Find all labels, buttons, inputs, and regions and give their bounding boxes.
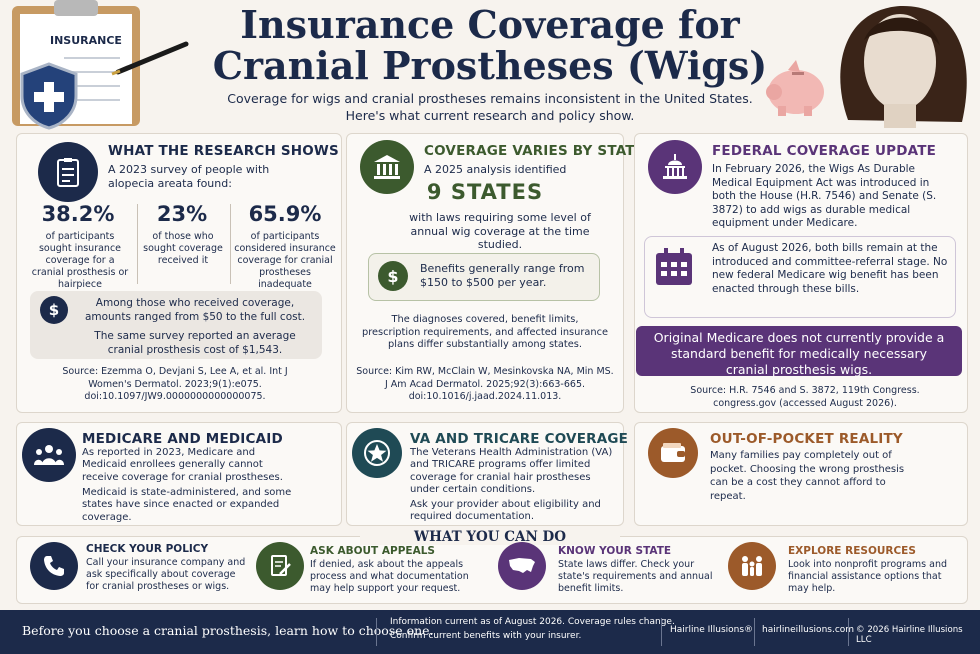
action-text-resources: Look into nonprofit programs and financi… (788, 559, 948, 594)
state-title: COVERAGE VARIES BY STATE (424, 143, 645, 159)
medicare-notice-banner: Original Medicare does not currently pro… (636, 326, 962, 377)
footer-notice-1: Information current as of August 2026. C… (390, 617, 675, 627)
stat-desc-1: of participants sought insurance coverag… (31, 231, 129, 290)
action-title-know-state: KNOW YOUR STATE (558, 545, 672, 557)
average-cost-text: The same survey reported an average cran… (94, 330, 296, 356)
subtitle-line-2: Here's what current research and policy … (345, 108, 635, 123)
stat-divider (137, 204, 138, 284)
medicare-title: MEDICARE AND MEDICAID (82, 431, 283, 447)
stat-desc-2: of those who sought coverage received it (143, 231, 223, 266)
dollar-icon: $ (378, 261, 408, 291)
action-text-know-state: State laws differ. Check your state's re… (558, 559, 713, 594)
us-map-icon (498, 542, 546, 590)
footer-divider (376, 618, 377, 646)
stat-value-3: 65.9% (248, 202, 322, 226)
clipboard-checklist-icon (38, 142, 98, 202)
dollar-icon: $ (40, 296, 68, 324)
title-line-1: Insurance Coverage for (240, 2, 740, 47)
va-text-1: The Veterans Health Administration (VA) … (410, 447, 613, 495)
star-badge-icon (352, 428, 402, 478)
bill-status-box (644, 236, 956, 318)
page-subtitle: Coverage for wigs and cranial prostheses… (200, 90, 780, 124)
stat-divider (230, 204, 231, 284)
action-title-appeals: ASK ABOUT APPEALS (310, 545, 435, 557)
stat-value-1: 38.2% (41, 202, 115, 226)
subtitle-line-1: Coverage for wigs and cranial prostheses… (227, 91, 753, 106)
footer-divider (848, 618, 849, 646)
action-text-check-policy: Call your insurance company and ask spec… (86, 557, 246, 592)
capitol-building-icon (648, 140, 702, 194)
footer-divider (754, 618, 755, 646)
piggy-bank-icon (762, 58, 830, 118)
footer-bar (0, 610, 980, 654)
state-after-text: with laws requiring some level of annual… (409, 211, 591, 251)
va-title: VA AND TRICARE COVERAGE (410, 431, 629, 447)
action-title-check-policy: CHECK YOUR POLICY (86, 543, 209, 555)
state-source: Source: Kim RW, McClain W, Mesinkovska N… (356, 366, 614, 402)
family-icon (728, 542, 776, 590)
page-title: Insurance Coverage for Cranial Prosthese… (200, 4, 780, 86)
footer-divider (661, 618, 662, 646)
medicare-text-2: Medicaid is state-administered, and some… (82, 487, 292, 523)
shield-icon (18, 62, 80, 130)
stat-desc-3: of participants considered insurance cov… (234, 231, 336, 290)
benefit-range-text: Benefits generally range from $150 to $5… (420, 262, 585, 289)
footer-tagline: Before you choose a cranial prosthesis, … (22, 623, 434, 638)
stat-value-2: 23% (156, 202, 208, 226)
out-of-pocket-text: Many families pay completely out of pock… (710, 450, 905, 502)
federal-act-text: In February 2026, the Wigs As Durable Me… (712, 163, 937, 229)
coverage-amount-text: Among those who received coverage, amoun… (84, 297, 306, 323)
state-intro: A 2025 analysis identified (424, 163, 567, 176)
medicare-text-1: As reported in 2023, Medicare and Medica… (82, 447, 283, 483)
state-differences-text: The diagnoses covered, benefit limits, p… (362, 314, 608, 350)
research-source: Source: Ezemma O, Devjani S, Lee A, et a… (62, 366, 288, 402)
calendar-icon (654, 247, 694, 287)
phone-icon (30, 542, 78, 590)
government-building-icon (360, 140, 414, 194)
va-text-2: Ask your provider about eligibility and … (410, 499, 601, 523)
actions-panel (16, 536, 968, 604)
research-intro: A 2023 survey of people with alopecia ar… (108, 163, 270, 190)
clipboard-label: INSURANCE (50, 34, 122, 47)
footer-brand: Hairline Illusions® (670, 625, 754, 635)
document-edit-icon (256, 542, 304, 590)
nine-states-count: 9 STATES (426, 180, 544, 204)
coverage-amount-box (30, 291, 322, 359)
footer-copyright: © 2026 Hairline Illusions LLC (856, 625, 963, 645)
people-group-icon (22, 428, 76, 482)
title-line-2: Cranial Prostheses (Wigs) (212, 43, 768, 88)
actions-heading: WHAT YOU CAN DO (360, 529, 620, 545)
research-title: WHAT THE RESEARCH SHOWS (108, 143, 339, 159)
wallet-icon (648, 428, 698, 478)
bill-status-text: As of August 2026, both bills remain at … (712, 242, 948, 295)
federal-title: FEDERAL COVERAGE UPDATE (712, 143, 937, 159)
action-text-appeals: If denied, ask about the appeals process… (310, 559, 469, 594)
action-title-resources: EXPLORE RESOURCES (788, 545, 916, 557)
footer-site-link[interactable]: hairlineillusions.com (762, 625, 855, 635)
federal-source: Source: H.R. 7546 and S. 3872, 119th Con… (690, 385, 920, 409)
wig-mannequin-image (820, 0, 980, 128)
footer-notice-2: Confirm current benefits with your insur… (390, 631, 582, 641)
out-of-pocket-title: OUT-OF-POCKET REALITY (710, 431, 903, 447)
